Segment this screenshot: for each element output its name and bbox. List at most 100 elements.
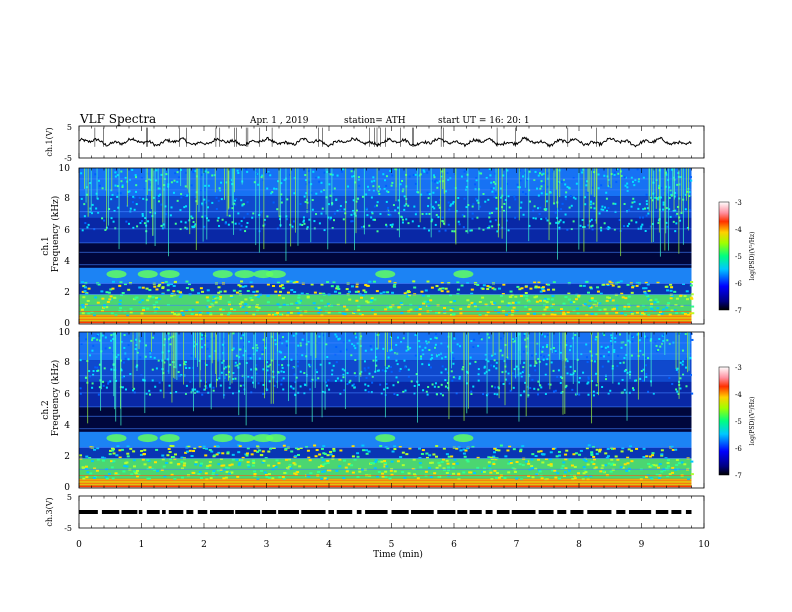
spec-lowband: [389, 307, 393, 310]
spec-lowband: [401, 464, 405, 467]
spec-speckle: [91, 337, 94, 340]
spec-speckle: [632, 197, 635, 200]
spec-speckle: [477, 368, 480, 371]
spec-speckle: [423, 170, 426, 173]
spec-lowband: [514, 295, 518, 298]
spec-lowband: [606, 283, 610, 286]
spec-speckle: [488, 225, 491, 228]
spec-speckle: [152, 196, 155, 199]
spec-lowband: [109, 288, 113, 291]
spec-speckle: [231, 392, 234, 395]
spec-lowband: [690, 460, 694, 463]
spec-lowband: [198, 314, 202, 317]
spec-blob: [453, 270, 474, 279]
spec-speckle: [529, 387, 532, 390]
spec-lowband: [135, 475, 139, 478]
spec-speckle: [123, 333, 126, 336]
spec-lowband: [208, 449, 212, 452]
spec-speckle: [205, 386, 208, 389]
spec-speckle: [263, 223, 266, 226]
spec-speckle: [377, 369, 380, 372]
spec-speckle: [383, 388, 386, 391]
spec-speckle: [432, 191, 435, 194]
spec-speckle: [585, 356, 588, 359]
spec-lowband: [155, 296, 159, 299]
spec-speckle: [427, 341, 430, 344]
spec-lowband: [656, 307, 660, 310]
spec-speckle: [329, 218, 332, 221]
spec-lowband: [272, 464, 276, 467]
spec-lowband: [299, 299, 303, 302]
spec-speckle: [225, 181, 228, 184]
spec-speckle: [502, 174, 505, 177]
spec-lowband: [440, 460, 444, 463]
spec-lowband: [537, 469, 541, 472]
spec-speckle: [331, 369, 334, 372]
spec-speckle: [544, 335, 547, 338]
spec-speckle: [191, 366, 194, 369]
spec-speckle: [354, 347, 357, 350]
spec-speckle: [325, 381, 328, 384]
spec-speckle: [346, 372, 349, 375]
spec-speckle: [614, 341, 617, 344]
spec-lowband: [614, 455, 618, 458]
spec-blob: [106, 270, 127, 279]
spec-speckle: [555, 221, 558, 224]
spec-speckle: [436, 393, 439, 396]
spec-speckle: [645, 375, 648, 378]
spec-speckle: [383, 187, 386, 190]
spec-speckle: [280, 201, 283, 204]
spec-speckle: [403, 204, 406, 207]
spec-speckle: [254, 367, 257, 370]
spec-speckle: [316, 371, 319, 374]
spec-speckle: [572, 220, 575, 223]
spec-speckle: [331, 227, 334, 230]
spec-lowband: [482, 470, 486, 473]
spec-lowband: [635, 284, 639, 287]
spec-lowband: [561, 464, 565, 467]
spec-speckle: [154, 385, 157, 388]
spec-speckle: [247, 354, 250, 357]
spec-lowband: [212, 471, 216, 474]
spec-speckle: [545, 217, 548, 220]
spec-lowband: [108, 298, 112, 301]
spec-speckle: [262, 368, 265, 371]
ch2-colorbar-label: log(PSD)(V²/Hz): [749, 397, 756, 446]
spec-speckle: [668, 196, 671, 199]
spec-lowband: [151, 296, 155, 299]
spec-speckle: [665, 221, 668, 224]
spec-lowband: [163, 475, 167, 478]
spec-speckle: [684, 193, 687, 196]
spec-speckle: [375, 204, 378, 207]
spec-speckle: [542, 346, 545, 349]
spec-lowband: [125, 465, 129, 468]
spec-speckle: [109, 380, 112, 383]
spec-speckle: [569, 345, 572, 348]
spec-lowband: [420, 290, 424, 293]
spec-lowband: [493, 302, 497, 305]
spec-lowband: [391, 291, 395, 294]
spec-speckle: [201, 393, 204, 396]
spec-speckle: [428, 363, 431, 366]
spec-speckle: [184, 226, 187, 229]
spec-speckle: [522, 350, 525, 353]
spec-lowband: [138, 286, 142, 289]
spec-speckle: [450, 203, 453, 206]
spec-lowband: [589, 286, 593, 289]
spec-speckle: [144, 216, 147, 219]
spec-speckle: [396, 363, 399, 366]
spec-lowband: [670, 445, 674, 448]
spec-speckle: [276, 208, 279, 211]
spec-speckle: [352, 383, 355, 386]
spec-speckle: [292, 220, 295, 223]
spec-speckle: [674, 230, 677, 233]
spec-speckle: [427, 362, 430, 365]
spec-speckle: [96, 197, 99, 200]
spec-speckle: [472, 385, 475, 388]
spec-speckle: [220, 181, 223, 184]
spec-speckle: [142, 378, 145, 381]
spec-speckle: [201, 202, 204, 205]
spec-lowband: [323, 462, 327, 465]
spec-speckle: [94, 173, 97, 176]
spec-speckle: [157, 194, 160, 197]
